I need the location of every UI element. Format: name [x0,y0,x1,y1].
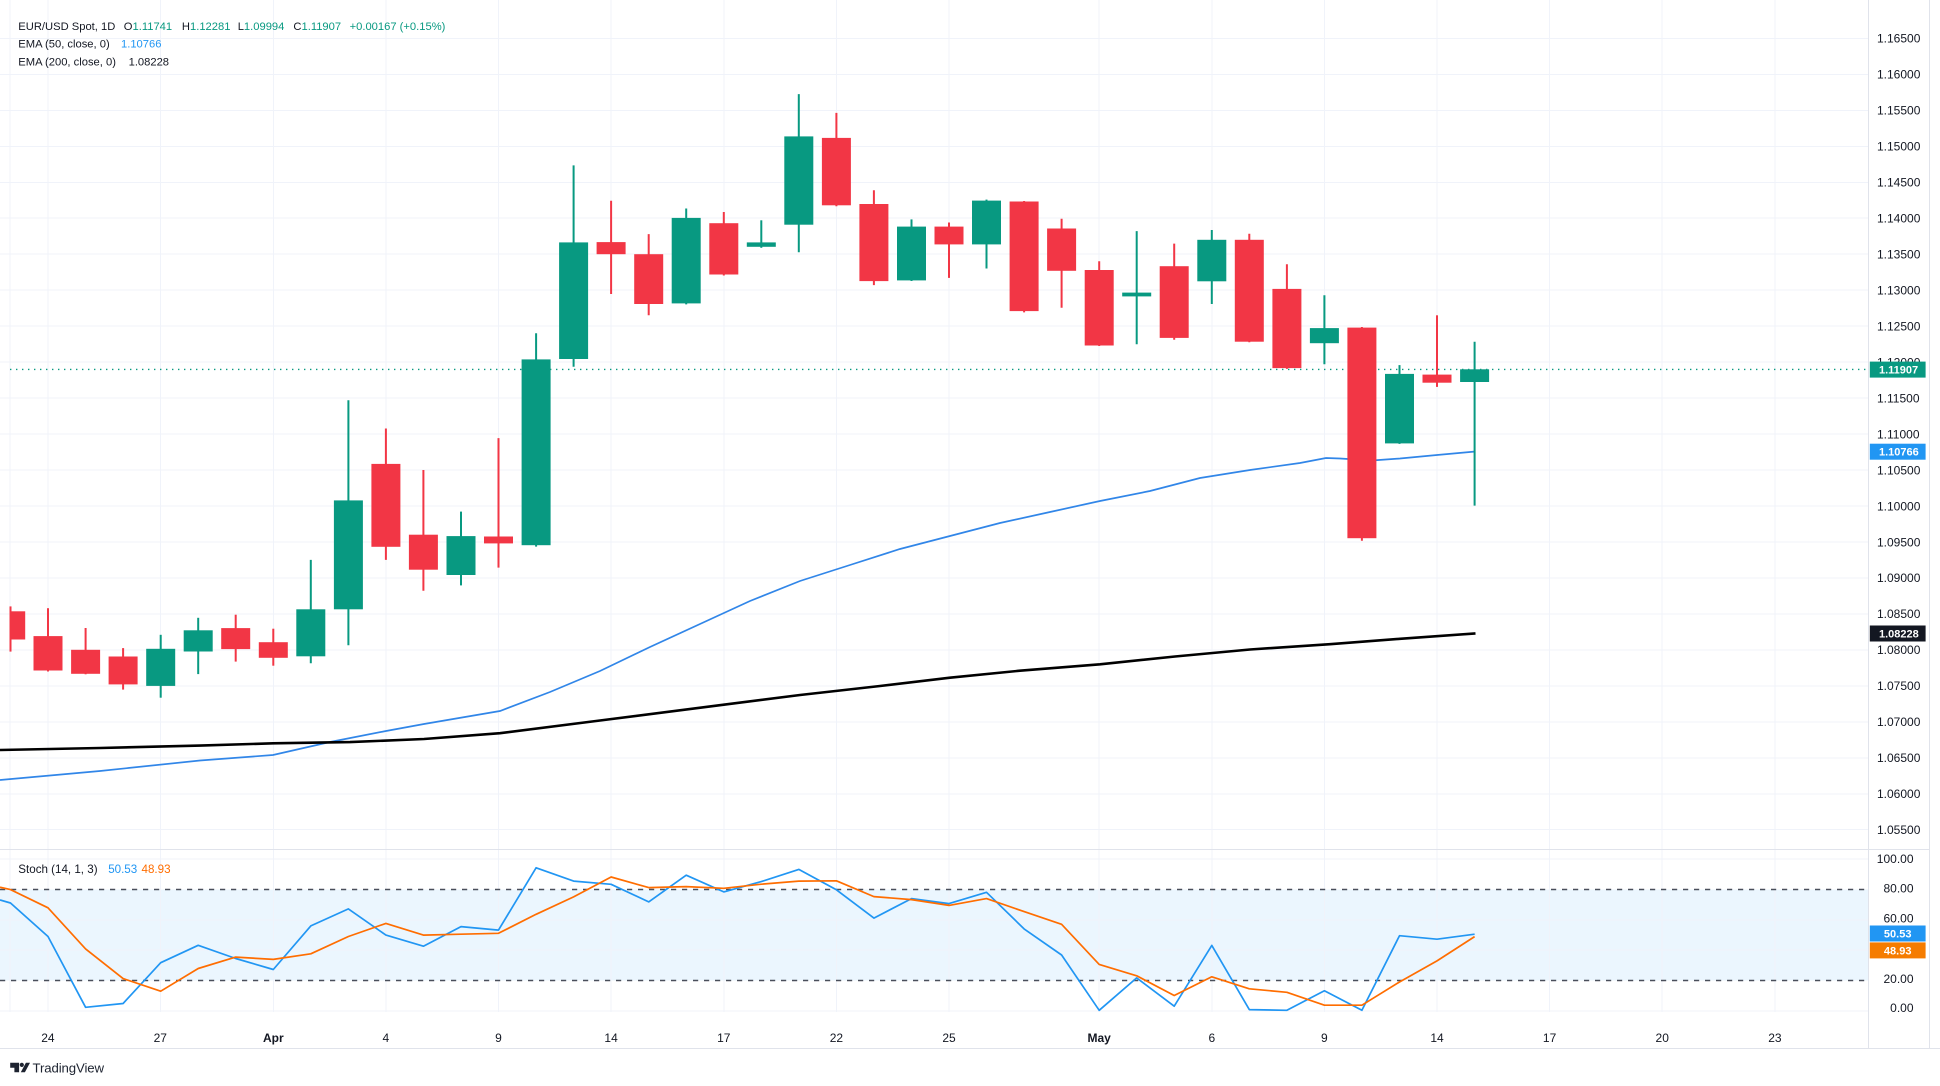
svg-text:1.13000: 1.13000 [1877,284,1921,298]
svg-text:14: 14 [604,1031,618,1045]
svg-text:1.06500: 1.06500 [1877,751,1921,765]
svg-text:14: 14 [1430,1031,1444,1045]
svg-text:TradingView: TradingView [33,1060,105,1075]
svg-text:60.00: 60.00 [1883,912,1913,926]
svg-text:80.00: 80.00 [1883,882,1913,896]
svg-text:22: 22 [830,1031,844,1045]
svg-text:1.15500: 1.15500 [1877,104,1921,118]
svg-text:1.10766: 1.10766 [1879,447,1919,459]
svg-text:1.10000: 1.10000 [1877,499,1921,513]
svg-text:0.00: 0.00 [1890,1001,1914,1015]
svg-text:1.06000: 1.06000 [1877,787,1921,801]
svg-text:1.10500: 1.10500 [1877,463,1921,477]
svg-text:1.07500: 1.07500 [1877,679,1921,693]
svg-text:4: 4 [383,1031,390,1045]
svg-text:1.13500: 1.13500 [1877,248,1921,262]
svg-text:9: 9 [1321,1031,1328,1045]
svg-text:Stoch (14, 1, 3): Stoch (14, 1, 3) [18,863,97,876]
svg-text:1.08228: 1.08228 [1879,629,1919,641]
svg-text:17: 17 [1543,1031,1557,1045]
svg-text:1.08000: 1.08000 [1877,643,1921,657]
svg-text:48.93: 48.93 [142,863,171,876]
svg-text:100.00: 100.00 [1877,852,1914,866]
svg-text:48.93: 48.93 [1884,945,1912,957]
svg-text:24: 24 [41,1031,55,1045]
svg-text:1.11000: 1.11000 [1877,427,1920,441]
svg-text:1.07000: 1.07000 [1877,715,1921,729]
svg-text:Apr: Apr [263,1031,284,1045]
svg-text:1.14500: 1.14500 [1877,176,1921,190]
svg-text:25: 25 [942,1031,956,1045]
svg-text:1.10766: 1.10766 [121,39,161,51]
svg-text:17: 17 [717,1031,731,1045]
svg-text:20: 20 [1656,1031,1670,1045]
svg-text:1.11907: 1.11907 [1879,365,1918,377]
svg-text:1.15000: 1.15000 [1877,140,1921,154]
svg-text:1.14000: 1.14000 [1877,212,1921,226]
svg-text:1.08228: 1.08228 [129,57,169,69]
svg-text:1.09500: 1.09500 [1877,535,1921,549]
svg-text:EUR/USD Spot, 1D: EUR/USD Spot, 1D [18,21,115,33]
svg-text:1.05500: 1.05500 [1877,823,1921,837]
svg-text:27: 27 [154,1031,168,1045]
svg-text:C1.11907: C1.11907 [293,21,341,33]
svg-text:1.16500: 1.16500 [1877,32,1921,46]
svg-text:May: May [1088,1031,1112,1045]
svg-text:EMA (200, close, 0): EMA (200, close, 0) [18,57,116,69]
svg-text:50.53: 50.53 [108,863,137,876]
svg-text:EMA (50, close, 0): EMA (50, close, 0) [18,39,110,51]
svg-text:20.00: 20.00 [1883,972,1913,986]
svg-text:23: 23 [1768,1031,1782,1045]
svg-text:9: 9 [495,1031,502,1045]
svg-text:1.09000: 1.09000 [1877,571,1921,585]
svg-text:1.11500: 1.11500 [1877,391,1920,405]
svg-text:O1.11741: O1.11741 [124,21,172,33]
svg-text:1.16000: 1.16000 [1877,68,1921,82]
svg-text:H1.12281: H1.12281 [182,21,231,33]
svg-text:1.12500: 1.12500 [1877,320,1921,334]
svg-text:1.08500: 1.08500 [1877,607,1921,621]
svg-text:L1.09994: L1.09994 [238,21,285,33]
svg-text:+0.00167 (+0.15%): +0.00167 (+0.15%) [350,21,446,33]
svg-text:6: 6 [1208,1031,1215,1045]
svg-text:50.53: 50.53 [1884,929,1912,941]
